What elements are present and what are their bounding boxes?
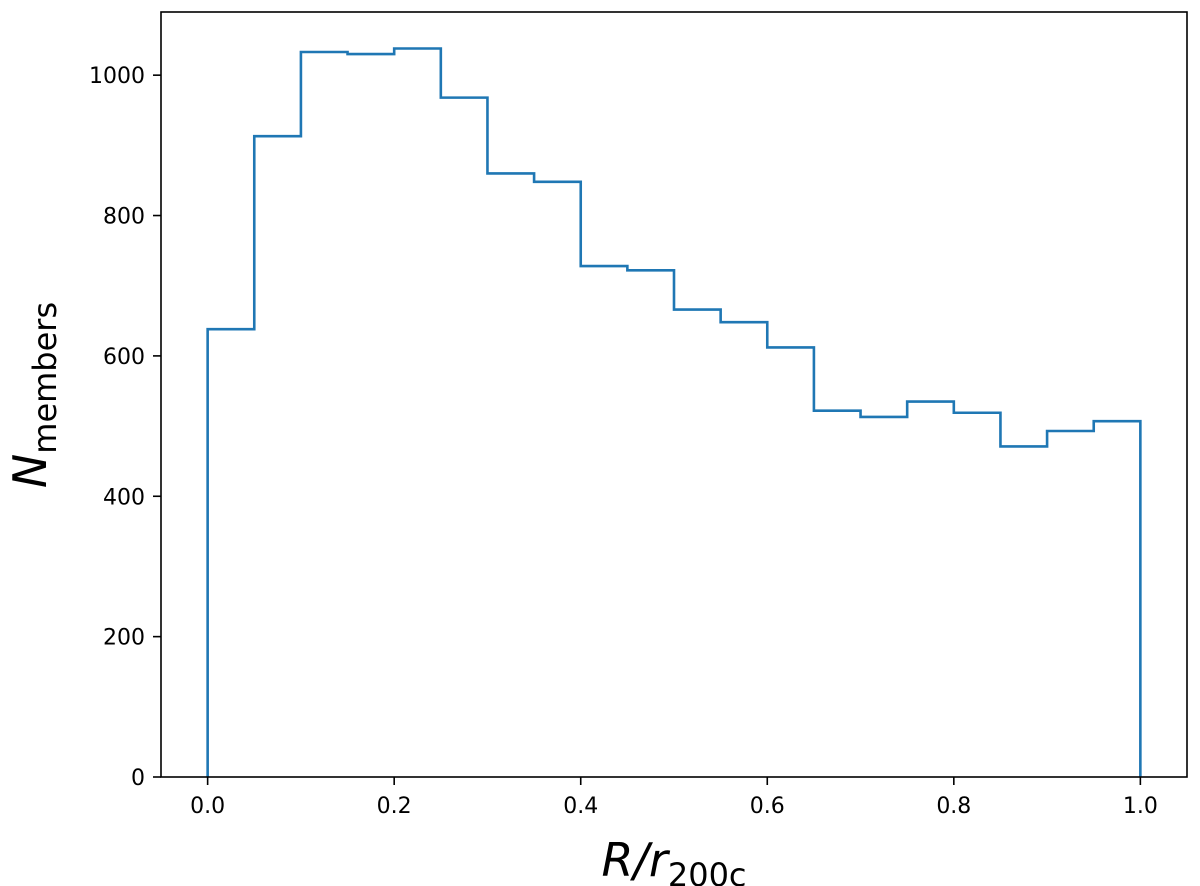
y-tick-label: 1000 [89,64,145,89]
y-axis-ticks: 0 200 400 600 800 1000 [89,64,161,791]
histogram-step-line [206,47,1142,777]
y-tick-label: 600 [103,345,145,370]
y-tick-label: 0 [131,766,145,791]
plot-frame [160,11,1188,778]
x-tick-label: 0.6 [750,794,785,819]
x-axis-label: R/r200c [601,833,746,886]
y-tick-label: 200 [103,626,145,651]
x-tick-label: 0.4 [563,794,598,819]
x-tick-label: 0.2 [377,794,412,819]
y-tick-label: 400 [103,485,145,510]
x-tick-label: 0.0 [190,794,225,819]
x-tick-label: 0.8 [936,794,971,819]
y-tick-label: 800 [103,205,145,230]
x-axis-ticks: 0.0 0.2 0.4 0.6 0.8 1.0 [190,777,1158,819]
x-tick-label: 1.0 [1123,794,1158,819]
y-axis-label: Nmembers [3,302,64,488]
